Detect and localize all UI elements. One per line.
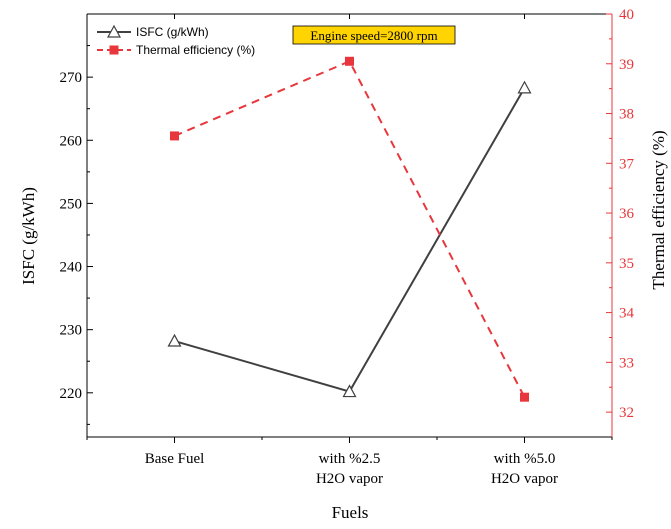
data-point	[170, 131, 179, 141]
left-tick-label: 230	[60, 323, 83, 339]
x-tick-label: with %5.0 H2O vapor	[491, 451, 558, 487]
legend-entry: ISFC (g/kWh)	[97, 24, 209, 39]
left-axis-label: ISFC (g/kWh)	[19, 187, 38, 285]
left-y-axis: 220 230 240 250 260 270	[60, 14, 93, 437]
plot-frame	[87, 13, 612, 438]
annotation-box: Engine speed=2800 rpm	[292, 25, 456, 45]
right-tick-label: 36	[619, 206, 635, 222]
right-axis-label: Thermal efficiency (%)	[649, 130, 668, 289]
data-point	[520, 392, 529, 402]
x-tick-label: with %2.5 H2O vapor	[316, 451, 383, 487]
series-isfc	[167, 80, 532, 398]
right-tick-label: 38	[619, 107, 634, 123]
legend-label: ISFC (g/kWh)	[136, 25, 209, 39]
right-tick-label: 37	[619, 156, 635, 172]
left-tick-label: 270	[60, 70, 83, 86]
right-tick-label: 39	[619, 57, 634, 73]
legend: ISFC (g/kWh) Thermal efficiency (%)	[97, 24, 255, 57]
annotation-text: Engine speed=2800 rpm	[310, 28, 437, 43]
right-tick-label: 35	[619, 256, 634, 272]
data-point	[345, 56, 354, 66]
right-tick-label: 33	[619, 355, 634, 371]
x-axis-label: Fuels	[332, 503, 369, 522]
series-line	[174, 87, 526, 393]
legend-label: Thermal efficiency (%)	[136, 43, 255, 57]
x-axis: Base Fuel with %2.5 H2O vapor with %5.0 H2O …	[86, 14, 613, 487]
series-thermal-efficiency	[170, 56, 529, 402]
right-tick-label: 40	[619, 7, 634, 23]
left-tick-label: 240	[60, 260, 83, 276]
x-tick-label: Base Fuel	[145, 451, 205, 467]
legend-entry: Thermal efficiency (%)	[97, 43, 255, 57]
right-tick-label: 32	[619, 405, 634, 421]
series-line	[174, 59, 526, 398]
right-y-axis: 32 33 34 35 36 37 38 39 40	[606, 7, 635, 437]
annotation-background	[292, 25, 456, 45]
left-tick-label: 260	[60, 133, 83, 149]
data-point	[167, 333, 182, 347]
legend-marker	[106, 24, 122, 38]
left-tick-label: 250	[60, 196, 83, 212]
right-tick-label: 34	[619, 306, 635, 322]
data-point	[517, 80, 532, 94]
series-layer	[167, 56, 532, 402]
data-point	[342, 384, 357, 398]
left-tick-label: 220	[60, 386, 83, 402]
legend-marker	[109, 45, 119, 55]
